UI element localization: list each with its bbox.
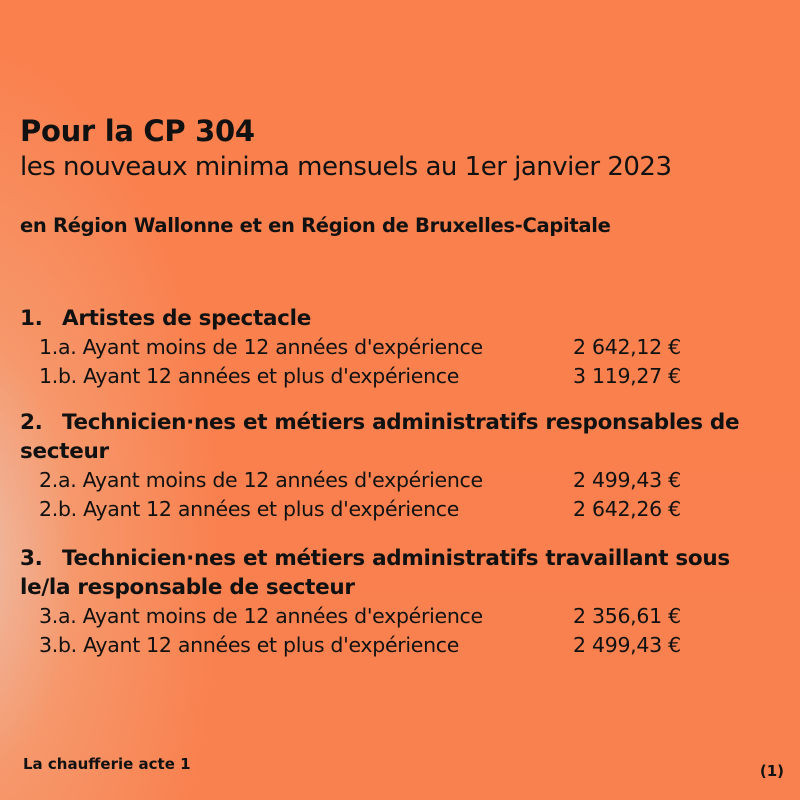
salary-row-label: 3.b. Ayant 12 années et plus d'expérienc… (39, 633, 460, 657)
salary-row-amount: 2 642,12 € (573, 335, 681, 359)
salary-row: 1.b. Ayant 12 années et plus d'expérienc… (20, 362, 780, 391)
section-heading: 3. Technicien·nes et métiers administrati… (20, 544, 780, 602)
salary-row-amount: 2 499,43 € (573, 468, 681, 492)
salary-row: 2.a. Ayant moins de 12 années d'expérien… (20, 466, 780, 495)
salary-row: 3.b. Ayant 12 années et plus d'expérienc… (20, 631, 780, 660)
section-artistes: 1. Artistes de spectacle 1.a. Ayant moins… (20, 304, 780, 391)
salary-row-label: 2.b. Ayant 12 années et plus d'expérienc… (39, 497, 460, 521)
section-number: 1. (20, 306, 43, 331)
section-techniciens-sous-responsable: 3. Technicien·nes et métiers administrati… (20, 544, 780, 660)
salary-row-label: 1.a. Ayant moins de 12 années d'expérien… (39, 335, 483, 359)
salary-row-label: 2.a. Ayant moins de 12 années d'expérien… (39, 468, 483, 492)
section-title: Technicien·nes et métiers administratifs… (20, 410, 740, 464)
footer-source: La chaufferie acte 1 (23, 755, 191, 773)
page-subtitle: les nouveaux minima mensuels au 1er janv… (20, 152, 672, 182)
section-techniciens-responsables: 2. Technicien·nes et métiers administrati… (20, 408, 780, 524)
salary-row: 3.a. Ayant moins de 12 années d'expérien… (20, 602, 780, 631)
section-title: Artistes de spectacle (62, 306, 311, 331)
salary-row-amount: 3 119,27 € (573, 364, 681, 388)
region-line: en Région Wallonne et en Région de Bruxe… (20, 214, 611, 237)
section-heading: 2. Technicien·nes et métiers administrati… (20, 408, 780, 466)
section-number: 3. (20, 546, 43, 571)
salary-row-label: 1.b. Ayant 12 années et plus d'expérienc… (39, 364, 460, 388)
salary-row-amount: 2 499,43 € (573, 633, 681, 657)
section-title: Technicien·nes et métiers administratifs… (20, 546, 730, 600)
salary-row: 2.b. Ayant 12 années et plus d'expérienc… (20, 495, 780, 524)
salary-row: 1.a. Ayant moins de 12 années d'expérien… (20, 333, 780, 362)
page-title: Pour la CP 304 (20, 114, 255, 148)
salary-row-amount: 2 356,61 € (573, 604, 681, 628)
salary-row-label: 3.a. Ayant moins de 12 années d'expérien… (39, 604, 483, 628)
page-number: (1) (759, 762, 784, 780)
salary-row-amount: 2 642,26 € (573, 497, 681, 521)
section-number: 2. (20, 410, 43, 435)
section-heading: 1. Artistes de spectacle (20, 304, 780, 333)
